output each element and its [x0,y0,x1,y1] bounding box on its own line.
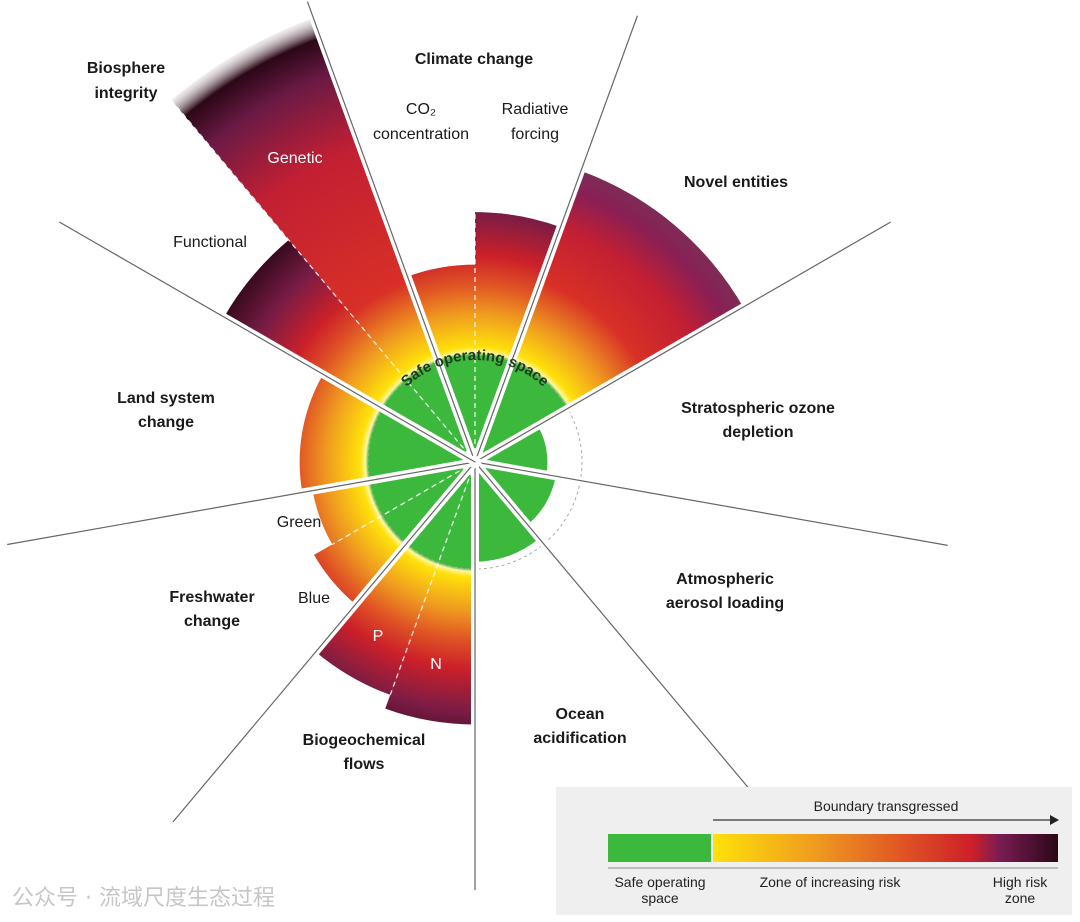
label-land-2: change [138,414,194,431]
label-ozone-1: Stratospheric ozone [681,400,835,417]
watermark: 公众号 · 流域尺度生态过程 [12,886,275,911]
label-biosphere-2: integrity [94,85,157,102]
wedge-land-system-change [299,374,475,493]
label-aerosol-1: Atmospheric [676,571,774,588]
wedge-functional [224,240,475,462]
sector-dividers [6,0,949,890]
sub-divider [331,461,476,545]
sector-divider-line [59,221,476,463]
wedge-green [312,462,475,545]
wedge-genetic [171,17,476,462]
label-freshwater-2: change [184,613,240,630]
arrow-right-icon [1050,815,1059,825]
sector-divider-line [474,15,639,463]
boundary-wedges [170,17,744,725]
label-p: P [373,628,384,645]
legend-zone-label: Zone of increasing risk [760,874,902,890]
wedge-n [385,462,475,725]
sub-divider [170,99,476,463]
sector-divider-line [7,461,476,546]
legend-safe-swatch [608,834,711,862]
sector-divider-line [172,461,476,823]
label-radiative-forcing-1: Radiative [502,101,569,118]
label-biogeochemical-1: Biogeochemical [303,732,426,749]
sector-divider-line [474,461,762,804]
sector-divider-line [306,1,476,463]
wedge-atmospheric-aerosol-loading [475,462,556,525]
legend-risk-swatch [713,834,1058,862]
label-freshwater-1: Freshwater [169,589,254,606]
label-ocean-1: Ocean [556,706,605,723]
label-radiative-forcing-2: forcing [511,126,559,143]
label-green: Green [277,514,321,531]
legend-high-label-2: zone [1005,890,1036,906]
sector-divider-line [474,461,948,546]
label-genetic: Genetic [267,150,322,167]
label-ocean-2: acidification [533,730,626,747]
label-biogeochemical-2: flows [344,756,385,773]
legend-safe-label-2: space [641,890,679,906]
label-n: N [430,656,442,673]
legend-safe-label-1: Safe operating [614,874,705,890]
label-co2-concentration-1: CO₂ [406,101,436,118]
label-co2-concentration-2: concentration [373,126,469,143]
sector-divider-line [474,221,891,463]
legend: Boundary transgressed Safe operating spa… [556,787,1072,915]
label-novel-entities: Novel entities [684,174,788,191]
label-land-1: Land system [117,390,215,407]
wedge-p [315,462,475,695]
label-blue: Blue [298,590,330,607]
label-aerosol-2: aerosol loading [666,595,784,612]
legend-high-label-1: High risk [993,874,1048,890]
wedge-novel-entities [475,170,744,462]
legend-arrow-label: Boundary transgressed [814,798,959,814]
label-biosphere-1: Biosphere [87,60,165,77]
label-ozone-2: depletion [722,424,793,441]
safe-boundary-ring [367,354,583,570]
label-climate-change: Climate change [415,51,533,68]
label-functional: Functional [173,234,247,251]
